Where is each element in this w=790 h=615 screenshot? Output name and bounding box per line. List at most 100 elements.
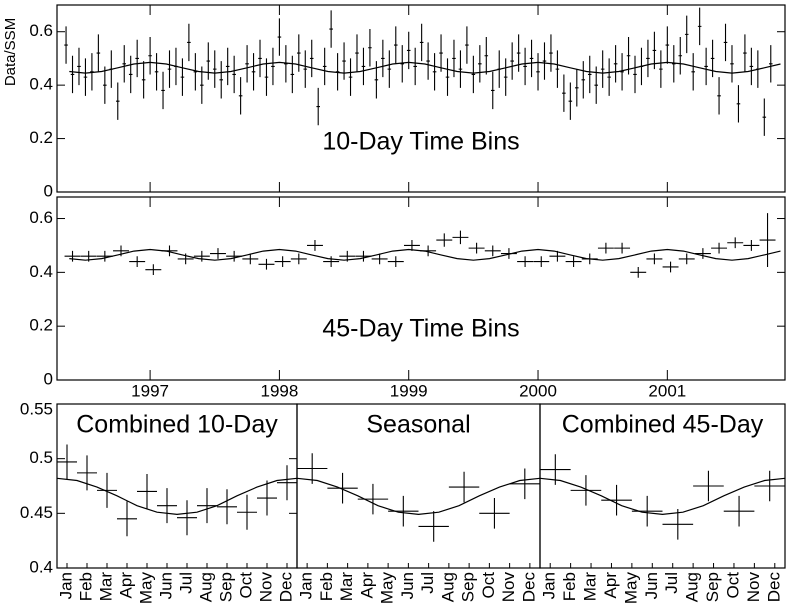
panel-title: 45-Day Time Bins (322, 315, 519, 343)
data-point (549, 34, 553, 72)
data-point (238, 77, 243, 115)
data-point (329, 10, 333, 48)
x-tick-label: Sep (703, 572, 722, 602)
data-point (762, 98, 767, 136)
data-point (620, 53, 624, 91)
x-tick-label: 1998 (260, 381, 298, 400)
data-point (626, 37, 631, 75)
data-point (413, 47, 417, 86)
x-tick-label: Jul (662, 572, 681, 594)
data-point (232, 55, 236, 94)
data-point (368, 29, 372, 67)
model-curve (56, 477, 298, 516)
y-tick-label: 0.6 (29, 21, 53, 40)
plot-frame (56, 4, 786, 193)
data-point (277, 465, 297, 501)
data-point (394, 26, 398, 64)
data-point (581, 61, 586, 99)
data-point (555, 50, 560, 88)
data-point (258, 258, 275, 270)
data-point (727, 237, 744, 249)
x-tick-label: Jan (56, 572, 75, 599)
data-point (361, 47, 366, 86)
data-point (468, 242, 485, 254)
x-tick-label: Jun (156, 572, 175, 599)
panel-title: Combined 10-Day (76, 411, 278, 439)
data-point (509, 468, 540, 500)
data-point (575, 69, 579, 107)
data-point (116, 82, 120, 120)
data-point (103, 66, 107, 104)
y-tick-label: 0.4 (29, 262, 53, 281)
data-point (97, 472, 117, 508)
data-point (237, 494, 257, 530)
data-point (167, 50, 172, 88)
data-point (64, 26, 68, 64)
data-point (749, 47, 754, 86)
data-point (83, 58, 88, 96)
data-point (400, 45, 405, 83)
x-tick-label: Aug (196, 572, 215, 602)
data-point (290, 55, 295, 94)
data-point (381, 39, 385, 78)
model-curve (539, 477, 786, 516)
data-point (284, 45, 288, 83)
x-tick-label: Jul (176, 572, 195, 594)
x-tick-label: Jul (418, 572, 437, 594)
data-point (769, 45, 773, 83)
data-point (614, 242, 631, 254)
data-point (697, 7, 702, 46)
data-point (693, 470, 724, 502)
x-tick-label: Jun (398, 572, 417, 599)
data-point (542, 42, 547, 80)
data-point (257, 480, 277, 516)
data-point (465, 26, 469, 64)
x-tick-label: Mar (581, 572, 600, 602)
x-tick-label: Mar (337, 572, 356, 602)
data-point (565, 256, 582, 267)
x-tick-label: 2000 (519, 381, 557, 400)
data-point (562, 74, 566, 112)
data-point (70, 55, 75, 94)
model-curve (296, 477, 541, 516)
x-tick-label: 1999 (390, 381, 428, 400)
x-tick-label: Jan (297, 572, 316, 599)
data-point (711, 242, 728, 254)
data-point (484, 37, 489, 75)
data-point (403, 240, 420, 251)
data-point (730, 45, 734, 83)
data-point (141, 61, 146, 99)
x-tick-label: 2001 (648, 381, 686, 400)
data-point (117, 501, 137, 537)
data-point (448, 471, 480, 503)
y-axis-label: Data/SSM (2, 18, 19, 86)
data-point (177, 500, 197, 536)
x-tick-label: Dec (276, 572, 295, 603)
data-point (717, 77, 721, 115)
data-point (694, 248, 711, 259)
x-tick-label: May (136, 572, 155, 605)
data-point (245, 45, 249, 83)
data-point (225, 47, 230, 86)
data-point (516, 34, 521, 72)
data-point (613, 45, 618, 83)
x-tick-label: Feb (76, 572, 95, 601)
data-point (193, 250, 210, 262)
data-point (388, 495, 419, 527)
data-point (274, 256, 291, 267)
data-point (342, 42, 346, 80)
data-point (439, 34, 443, 72)
data-point (242, 253, 259, 265)
y-tick-label: 0.5 (29, 448, 53, 467)
x-tick-label: Nov (256, 572, 275, 603)
y-tick-label: 0 (44, 181, 53, 200)
data-point (297, 34, 301, 72)
model-curve (69, 248, 781, 261)
data-point (646, 39, 650, 78)
data-point (633, 55, 637, 94)
x-tick-label: 1997 (131, 381, 169, 400)
x-tick-label: Apr (357, 572, 376, 599)
data-point (217, 489, 237, 525)
data-point (277, 18, 282, 56)
data-point (704, 47, 708, 86)
